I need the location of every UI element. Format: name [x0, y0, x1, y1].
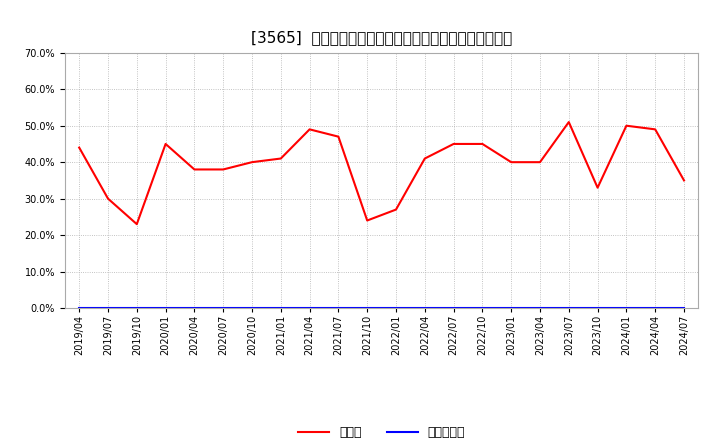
現預金 — [478, 141, 487, 147]
有利子負債 — [161, 305, 170, 311]
現預金 — [363, 218, 372, 223]
現預金 — [334, 134, 343, 139]
有利子負債 — [334, 305, 343, 311]
現預金 — [248, 160, 256, 165]
現預金 — [190, 167, 199, 172]
Legend: 現預金, 有利子負債: 現預金, 有利子負債 — [293, 422, 470, 440]
現預金 — [651, 127, 660, 132]
有利子負債 — [449, 305, 458, 311]
現預金 — [392, 207, 400, 212]
有利子負債 — [305, 305, 314, 311]
有利子負債 — [132, 305, 141, 311]
現預金 — [161, 141, 170, 147]
有利子負債 — [564, 305, 573, 311]
有利子負債 — [536, 305, 544, 311]
有利子負債 — [219, 305, 228, 311]
現預金 — [420, 156, 429, 161]
現預金 — [276, 156, 285, 161]
有利子負債 — [651, 305, 660, 311]
現預金 — [622, 123, 631, 128]
現預金 — [536, 160, 544, 165]
有利子負債 — [276, 305, 285, 311]
有利子負債 — [593, 305, 602, 311]
現預金 — [593, 185, 602, 191]
有利子負債 — [680, 305, 688, 311]
現預金 — [507, 160, 516, 165]
現預金 — [132, 221, 141, 227]
現預金 — [680, 178, 688, 183]
有利子負債 — [392, 305, 400, 311]
現預金 — [75, 145, 84, 150]
現預金 — [449, 141, 458, 147]
Title: [3565]  現預金、有利子負債の総資産に対する比率の推移: [3565] 現預金、有利子負債の総資産に対する比率の推移 — [251, 29, 512, 45]
現預金 — [564, 119, 573, 125]
有利子負債 — [363, 305, 372, 311]
現預金 — [219, 167, 228, 172]
現預金 — [104, 196, 112, 201]
有利子負債 — [478, 305, 487, 311]
有利子負債 — [507, 305, 516, 311]
現預金 — [305, 127, 314, 132]
有利子負債 — [190, 305, 199, 311]
有利子負債 — [622, 305, 631, 311]
有利子負債 — [104, 305, 112, 311]
Line: 現預金: 現預金 — [79, 122, 684, 224]
有利子負債 — [248, 305, 256, 311]
有利子負債 — [420, 305, 429, 311]
有利子負債 — [75, 305, 84, 311]
